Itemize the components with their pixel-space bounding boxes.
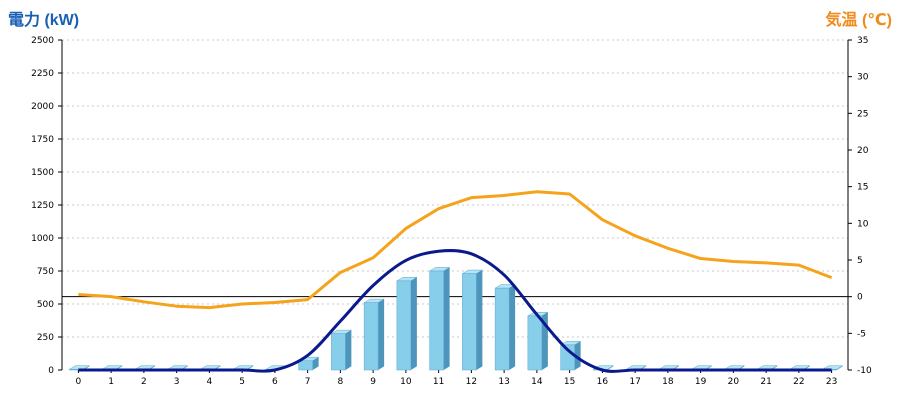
left-tick-label: 2000 (31, 102, 54, 112)
right-tick-label: 5 (857, 256, 863, 266)
right-tick-label: -10 (857, 366, 872, 376)
left-tick-label: 750 (37, 267, 54, 277)
x-tick-label: 19 (695, 377, 707, 387)
bar (494, 287, 510, 371)
bar-side (345, 330, 352, 370)
left-tick-label: 250 (37, 333, 54, 343)
bar-side (574, 341, 581, 370)
left-tick-label: 1750 (31, 135, 54, 145)
x-tick-label: 6 (272, 377, 278, 387)
bar (527, 315, 543, 371)
bar-side (476, 270, 483, 370)
left-tick-label: 0 (48, 366, 54, 376)
bar-side (443, 267, 450, 370)
x-tick-label: 15 (564, 377, 575, 387)
bar-side (509, 284, 516, 370)
x-tick-label: 23 (826, 377, 837, 387)
bar-side (410, 277, 417, 370)
left-tick-label: 2250 (31, 69, 54, 79)
power-line (78, 249, 832, 373)
x-tick-label: 2 (141, 377, 147, 387)
right-tick-label: 25 (857, 109, 868, 119)
bar (331, 333, 346, 371)
x-tick-label: 5 (239, 377, 245, 387)
left-axis-title: 電力 (kW) (8, 12, 80, 29)
x-tick-label: 21 (760, 377, 771, 387)
right-tick-label: 15 (857, 183, 868, 193)
bar (363, 302, 379, 371)
x-tick-label: 1 (108, 377, 114, 387)
x-tick-label: 16 (597, 377, 609, 387)
right-tick-label: 30 (857, 73, 869, 83)
temperature-line (78, 190, 833, 310)
bar (298, 360, 313, 371)
x-tick-label: 8 (338, 377, 344, 387)
left-tick-label: 1000 (31, 234, 54, 244)
right-axis-title: 気温 (℃) (825, 12, 892, 29)
right-tick-label: 0 (857, 293, 863, 303)
right-tick-label: 20 (857, 146, 869, 156)
bar-side (378, 299, 385, 370)
x-tick-label: 20 (728, 377, 740, 387)
x-tick-label: 0 (76, 377, 82, 387)
left-tick-label: 2500 (31, 36, 54, 46)
bar-side (836, 365, 843, 370)
x-tick-label: 22 (793, 377, 804, 387)
x-tick-label: 7 (305, 377, 311, 387)
x-tick-label: 18 (662, 377, 674, 387)
x-tick-label: 9 (370, 377, 376, 387)
x-tick-label: 12 (466, 377, 477, 387)
x-tick-label: 3 (174, 377, 180, 387)
bar-side (312, 357, 319, 370)
left-tick-label: 1500 (31, 168, 54, 178)
right-tick-label: 35 (857, 36, 868, 46)
right-tick-label: 10 (857, 219, 869, 229)
right-tick-label: -5 (857, 329, 866, 339)
bar-side (607, 365, 614, 370)
x-tick-label: 13 (498, 377, 509, 387)
x-tick-label: 10 (400, 377, 412, 387)
x-tick-label: 17 (629, 377, 640, 387)
x-tick-label: 11 (433, 377, 444, 387)
bar (429, 270, 444, 371)
left-tick-label: 1250 (31, 201, 54, 211)
bar (396, 280, 412, 371)
x-tick-label: 14 (531, 377, 543, 387)
bar (462, 273, 477, 371)
x-tick-label: 4 (207, 377, 213, 387)
left-tick-label: 500 (37, 300, 54, 310)
